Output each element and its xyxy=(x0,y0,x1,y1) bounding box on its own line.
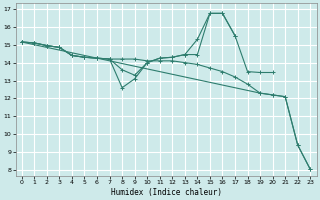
X-axis label: Humidex (Indice chaleur): Humidex (Indice chaleur) xyxy=(110,188,221,197)
